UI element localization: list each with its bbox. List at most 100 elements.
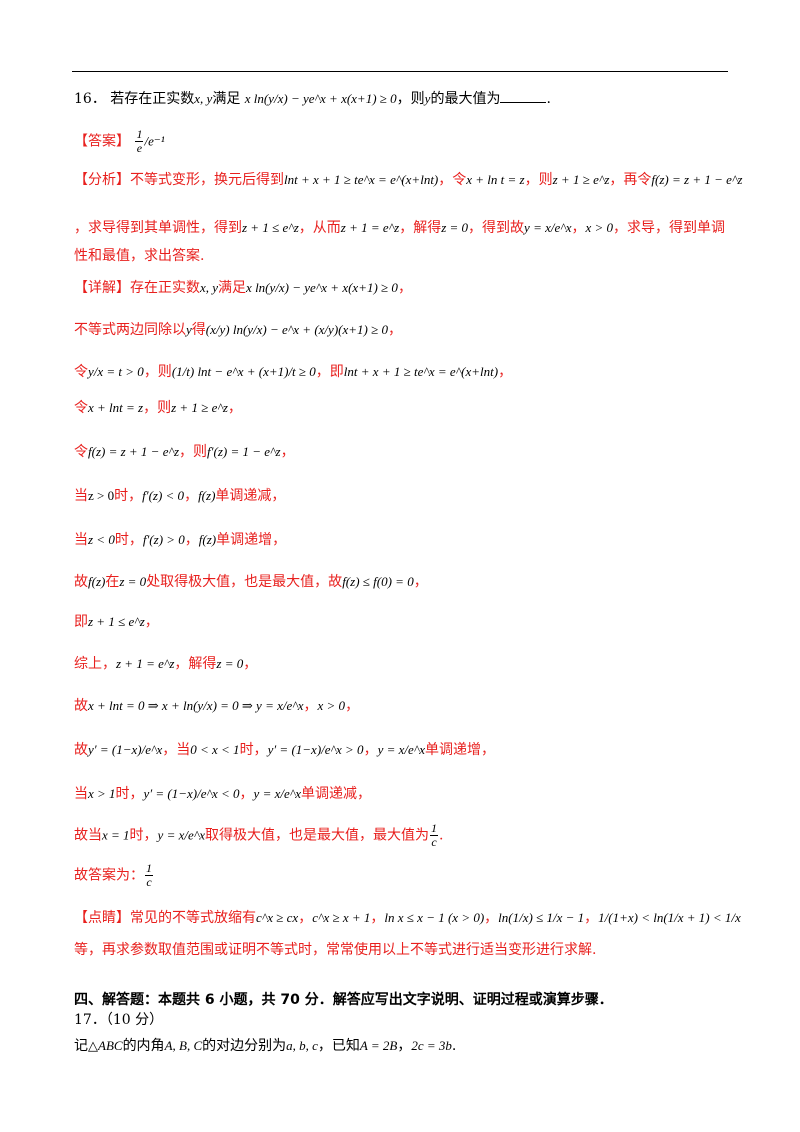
q17-number: 17． <box>74 1012 106 1028</box>
detail-text: 时， <box>129 827 158 844</box>
detail-expr: z + 1 ≤ e^z <box>88 614 145 629</box>
dianjing-text: ， <box>584 910 599 926</box>
q16-number: 16． <box>74 91 106 107</box>
answer-den: e <box>136 141 143 155</box>
analysis-text: ，得到故 <box>468 220 525 236</box>
detail-text: 故 <box>74 574 88 590</box>
analysis-expr: z + 1 ≤ e^z <box>242 220 299 235</box>
detail-text: 当 <box>74 488 88 504</box>
detail-line-10: 综上，z + 1 = e^z，解得z = 0， <box>74 654 257 674</box>
detail-text: . <box>439 827 444 844</box>
detail-text: ， <box>387 322 402 338</box>
detail-line-4: 令x + lnt = z，则z + 1 ≥ e^z， <box>74 398 242 418</box>
analysis-line-1: 【分析】不等式变形，换元后得到lnt + x + 1 ≥ te^x = e^(x… <box>74 170 742 190</box>
detail-text: 令 <box>74 400 88 416</box>
detail-text: 故 <box>74 742 88 758</box>
detail-expr: (1/t) lnt − e^x + (x+1)/t ≥ 0 <box>171 364 316 379</box>
detail-vars: x, y <box>200 280 219 295</box>
analysis-expr: x > 0 <box>585 220 614 235</box>
detail-text: ， <box>280 444 295 460</box>
detail-text: 时， <box>114 532 143 548</box>
final-num: 1 <box>145 861 153 876</box>
detail-text: 存在正实数 <box>130 280 200 296</box>
detail-text: 故 <box>74 698 88 714</box>
detail-text: 故答案为： <box>74 867 144 884</box>
dianjing-expr: 1/(1+x) < ln(1/x + 1) < 1/x <box>598 910 741 925</box>
dianjing-expr: c^x ≥ cx <box>256 910 299 925</box>
analysis-expr: x + ln t = z <box>466 172 525 187</box>
detail-expr: x > 1 <box>88 786 116 801</box>
detail-text: ， <box>184 488 199 504</box>
detail-text: 令 <box>74 444 88 460</box>
answer-line: 【答案】 1 e/e⁻¹ <box>74 128 165 155</box>
q17-text: 的内角 <box>122 1038 165 1054</box>
detail-text: ，解得 <box>174 656 217 672</box>
detail-text: 满足 <box>218 280 247 296</box>
dianjing-tag: 【点睛】 <box>74 910 130 926</box>
answer-blank <box>500 88 547 103</box>
analysis-expr: lnt + x + 1 ≥ te^x = e^(x+lnt) <box>284 172 439 187</box>
detail-expr: x = 1 <box>102 827 130 843</box>
q17-expr: 2c = 3b <box>411 1038 452 1053</box>
q16-condition: x ln(y/x) − ye^x + x(x+1) ≥ 0 <box>244 91 397 106</box>
q17-text: . <box>451 1038 457 1054</box>
detail-text: 单调递增， <box>216 532 287 548</box>
detail-line-13: 当x > 1时，y′ = (1−x)/e^x < 0，y = x/e^x单调递减… <box>74 784 371 804</box>
q17-expr: △ABC <box>88 1038 123 1053</box>
final-den: c <box>146 875 152 889</box>
analysis-text: ，再令 <box>609 172 652 188</box>
detail-line-8: 故f(z)在z = 0处取得极大值，也是最大值，故f(z) ≤ f(0) = 0… <box>74 572 428 592</box>
detail-expr: z > 0 <box>88 488 115 503</box>
q17-score: （10 分） <box>105 1012 164 1028</box>
detail-text: ， <box>363 742 378 758</box>
detail-text: ， <box>239 786 254 802</box>
detail-line-5: 令f(z) = z + 1 − e^z，则f′(z) = 1 − e^z， <box>74 442 295 462</box>
max-num: 1 <box>430 821 438 836</box>
detail-text: ， <box>227 400 242 416</box>
detail-expr: f(z) <box>198 532 217 547</box>
analysis-text: ，令 <box>438 172 467 188</box>
q16-vars: x, y <box>194 91 213 106</box>
analysis-text: ， <box>571 220 586 236</box>
detail-text: ， <box>303 698 318 714</box>
detail-expr: x + lnt = 0 ⇒ x + ln(y/x) = 0 ⇒ y = x/e^… <box>88 698 304 713</box>
detail-expr: y′ = (1−x)/e^x > 0 <box>267 742 364 757</box>
detail-expr: f(z) = z + 1 − e^z <box>88 444 180 459</box>
detail-text: ，当 <box>162 742 191 758</box>
detail-text: 处取得极大值，也是最大值，故 <box>146 574 343 590</box>
detail-expr: f′(z) > 0 <box>142 532 185 547</box>
q16-ask2: 的最大值为 <box>430 91 501 107</box>
detail-expr: f(z) <box>198 488 216 503</box>
detail-line-6: 当z > 0时，f′(z) < 0，f(z)单调递减， <box>74 486 285 506</box>
detail-expr: f(z) <box>88 574 106 589</box>
detail-expr: lnt + x + 1 ≥ te^x = e^(x+lnt) <box>343 364 499 379</box>
detail-expr: x > 0 <box>317 698 346 713</box>
q16-line: 16． 若存在正实数x, y满足 x ln(y/x) − ye^x + x(x+… <box>74 88 551 109</box>
detail-text: ，则 <box>143 364 172 380</box>
analysis-text: ，求导得到其单调性，得到 <box>74 220 242 236</box>
detail-text: 时， <box>239 742 268 758</box>
detail-text: 不等式两边同除以 <box>74 322 186 338</box>
dianjing-text: ， <box>370 910 385 926</box>
detail-text: 取得极大值，也是最大值，最大值为 <box>205 827 429 844</box>
detail-expr: z = 0 <box>119 574 147 589</box>
answer-alt: /e⁻¹ <box>144 133 165 149</box>
detail-text: 单调递增， <box>425 742 496 758</box>
detail-text: ， <box>498 364 513 380</box>
detail-expr: z + 1 ≥ e^z <box>171 400 228 415</box>
detail-text: ，则 <box>179 444 208 460</box>
detail-expr: x + lnt = z <box>88 400 144 415</box>
detail-text: 即 <box>74 614 88 630</box>
dianjing-line-1: 【点睛】常见的不等式放缩有c^x ≥ cx，c^x ≥ x + 1，ln x ≤… <box>74 908 741 928</box>
analysis-expr: y = x/e^x <box>524 220 572 235</box>
dianjing-line-2: 等，再求参数取值范围或证明不等式时，常常使用以上不等式进行适当变形进行求解. <box>74 940 596 960</box>
detail-expr: f′(z) < 0 <box>142 488 185 503</box>
q17-expr: A, B, C <box>164 1038 203 1053</box>
detail-line-2: 不等式两边同除以y得(x/y) ln(y/x) − e^x + (x/y)(x+… <box>74 320 402 340</box>
dianjing-expr: c^x ≥ x + 1 <box>312 910 371 925</box>
detail-text: ， <box>397 280 412 296</box>
header-rule <box>72 71 728 72</box>
detail-expr: y = x/e^x <box>157 827 205 843</box>
